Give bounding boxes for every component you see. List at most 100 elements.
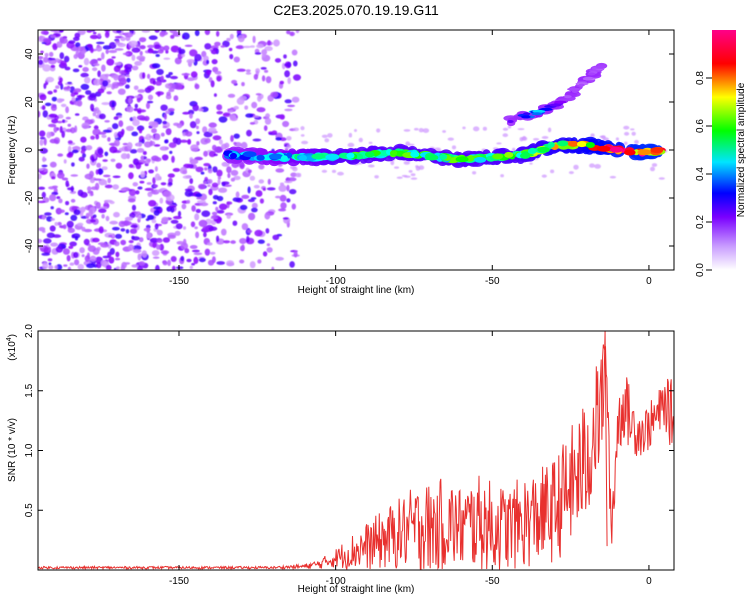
noise-blob (89, 92, 97, 98)
noise-blob (49, 161, 57, 168)
noise-blob (208, 127, 217, 133)
track-core (547, 141, 555, 148)
y-tick-label: 20 (24, 96, 35, 108)
noise-blob (72, 68, 80, 73)
noise-blob (74, 91, 79, 95)
noise-blob (221, 143, 228, 150)
noise-blob (221, 228, 227, 236)
noise-blob (173, 215, 182, 220)
noise-blob (68, 40, 76, 44)
noise-blob (246, 235, 250, 243)
noise-blob (204, 248, 211, 256)
noise-blob (180, 255, 185, 262)
track-core (609, 146, 624, 153)
track-core (531, 112, 543, 116)
track-core (567, 87, 581, 91)
noise-blob (66, 220, 74, 228)
noise-blob (73, 54, 78, 59)
noise-blob (166, 91, 171, 97)
noise-blob (267, 178, 271, 185)
noise-blob (44, 52, 49, 58)
noise-blob (101, 52, 105, 60)
noise-blob (85, 145, 93, 151)
noise-blob (208, 226, 218, 231)
noise-blob (97, 168, 104, 175)
noise-blob (58, 198, 63, 204)
noise-blob (193, 252, 203, 256)
noise-blob (396, 176, 403, 179)
noise-blob (125, 229, 130, 234)
noise-blob (60, 103, 67, 108)
noise-blob (347, 142, 355, 148)
noise-blob (275, 256, 284, 261)
noise-blob (134, 95, 141, 99)
noise-blob (235, 45, 245, 50)
noise-blob (286, 144, 292, 149)
noise-blob (226, 37, 231, 42)
noise-blob (233, 175, 241, 181)
noise-blob (408, 170, 413, 173)
noise-blob (101, 102, 110, 106)
noise-blob (214, 41, 221, 47)
noise-blob (151, 128, 157, 134)
noise-blob (194, 53, 202, 62)
noise-blob (152, 177, 156, 185)
noise-blob (118, 120, 124, 127)
noise-blob (451, 145, 457, 150)
noise-blob (38, 238, 43, 244)
secondary-track (503, 62, 608, 127)
noise-blob (210, 49, 218, 55)
noise-blob (40, 30, 49, 35)
noise-blob (403, 129, 411, 132)
noise-blob (129, 149, 138, 154)
noise-blob (102, 129, 112, 133)
noise-blob (241, 82, 245, 87)
track-core (474, 156, 487, 163)
noise-blob (124, 216, 133, 221)
track-core (455, 156, 469, 163)
noise-blob (85, 90, 92, 95)
noise-blob (86, 30, 93, 33)
noise-blob (59, 126, 63, 133)
noise-blob (376, 128, 381, 133)
noise-blob (186, 59, 195, 64)
noise-blob (43, 83, 47, 89)
noise-blob (50, 105, 57, 111)
y-tick-label: 2.0 (24, 324, 35, 338)
noise-blob (42, 215, 46, 220)
noise-blob (154, 30, 160, 33)
noise-blob (141, 138, 145, 144)
noise-blob (167, 234, 176, 239)
track-core (596, 145, 611, 152)
noise-blob (41, 229, 46, 233)
noise-blob (139, 51, 143, 56)
noise-blob (83, 238, 90, 246)
noise-blob (168, 72, 173, 76)
noise-blob (203, 150, 209, 157)
noise-blob (84, 255, 91, 262)
noise-blob (43, 56, 49, 63)
track-core (268, 153, 283, 160)
noise-blob (136, 115, 146, 121)
noise-blob (354, 129, 357, 132)
noise-blob (147, 214, 155, 220)
noise-blob (634, 139, 639, 144)
noise-blob (67, 266, 72, 270)
noise-blob (49, 138, 58, 144)
noise-blob (630, 128, 635, 131)
track-core (578, 83, 585, 87)
noise-blob (138, 237, 144, 243)
noise-blob (73, 101, 81, 106)
noise-blob (517, 128, 525, 131)
noise-blob (106, 91, 112, 95)
noise-blob (48, 262, 52, 266)
noise-blob (71, 97, 76, 102)
noise-blob (207, 168, 213, 174)
noise-blob (163, 113, 167, 120)
x-tick-label: -150 (169, 576, 189, 587)
noise-blob (252, 138, 262, 142)
noise-blob (473, 126, 480, 132)
noise-blob (227, 172, 231, 179)
noise-blob (133, 85, 139, 91)
noise-blob (68, 245, 74, 249)
